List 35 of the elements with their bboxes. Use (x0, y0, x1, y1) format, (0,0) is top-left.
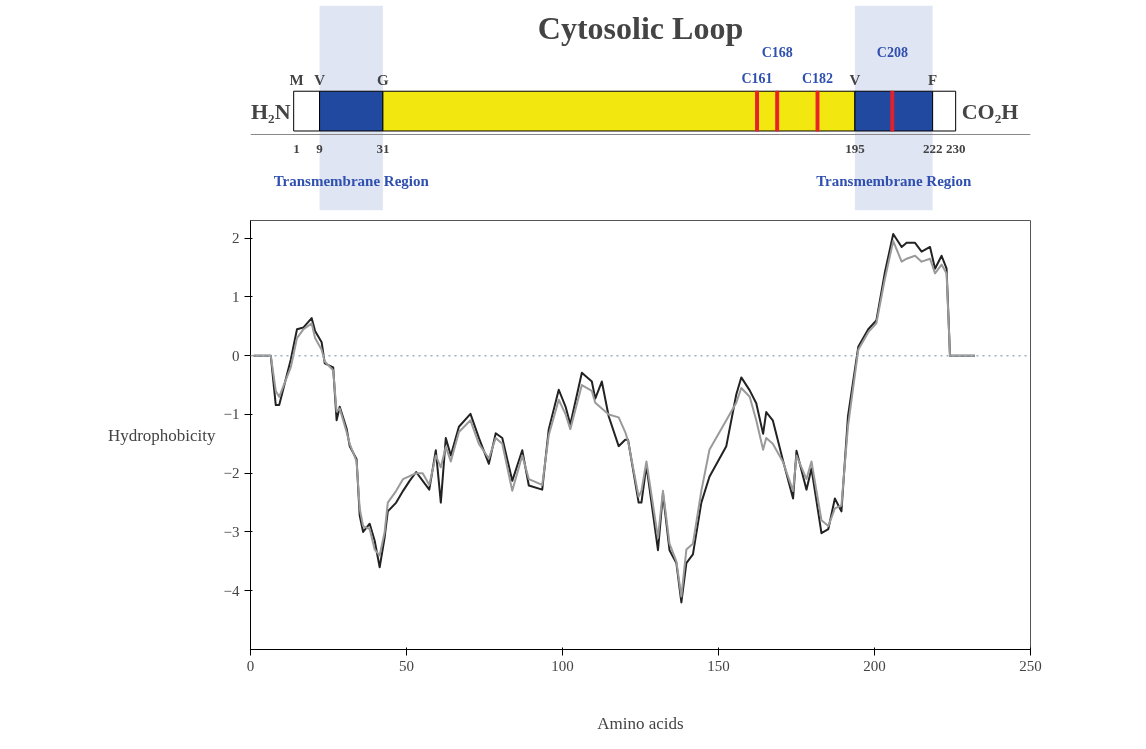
x-tick-label: 230 (945, 141, 966, 157)
y-tick-label: 2 (232, 230, 240, 247)
y-tick-label: −3 (223, 523, 240, 540)
x-tick-label: 222 (922, 141, 943, 157)
x-tick-label: 250 (1019, 657, 1042, 674)
x-tick-label: 200 (863, 657, 886, 674)
annotation: CO₂H (961, 98, 1019, 124)
x-tick-label: 150 (707, 657, 730, 674)
text: V (849, 71, 861, 88)
text: Cytosolic Loop (537, 9, 744, 46)
band-label: C208 (876, 45, 908, 61)
band-label: Transmembrane Region (816, 173, 973, 190)
x-tick-label: 50 (399, 657, 414, 674)
band-label: Transmembrane Region (273, 173, 430, 190)
band-label: C182 (801, 71, 834, 87)
band-label: C161 (741, 71, 773, 87)
x-axis-title: Amino acids (597, 713, 684, 733)
x-tick-label: 195 (845, 141, 866, 157)
y-axis-title: Hydrophobicity (107, 425, 217, 445)
y-tick-label: −2 (223, 465, 240, 482)
band-label: C168 (761, 45, 793, 61)
y-tick-label: 1 (232, 288, 240, 305)
x-tick-label: 1 (293, 141, 300, 157)
text: G (377, 71, 390, 88)
text: V (314, 71, 326, 88)
text: M (289, 71, 304, 88)
y-tick-label: 0 (232, 347, 240, 364)
x-tick-label: 9 (316, 141, 324, 157)
x-tick-label: 100 (551, 657, 574, 674)
y-tick-label: −4 (223, 582, 240, 599)
annotation: H₂N (250, 98, 291, 124)
x-tick-label: 0 (246, 657, 255, 674)
text: F (928, 71, 938, 88)
y-tick-label: −1 (223, 406, 240, 423)
x-tick-label: 31 (376, 141, 390, 157)
